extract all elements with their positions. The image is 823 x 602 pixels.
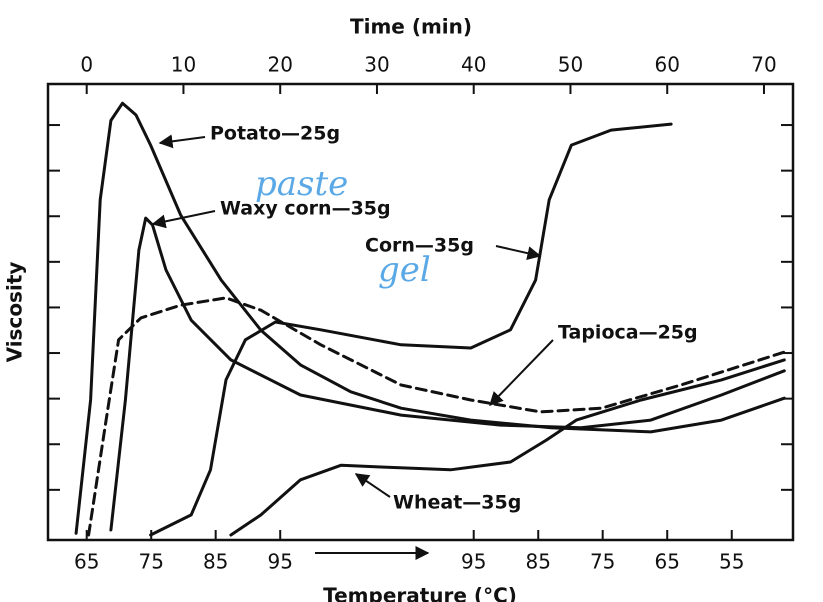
- series-label: Tapioca—25g: [558, 322, 698, 344]
- x-tick-label: 60: [654, 53, 679, 77]
- series-label: Potato—25g: [210, 123, 340, 145]
- handwritten-note: paste: [255, 164, 348, 204]
- x-tick-label: 70: [751, 53, 776, 77]
- x-tick-label: 20: [267, 53, 292, 77]
- series-label: Wheat—35g: [393, 492, 521, 514]
- series-line: [87, 296, 786, 537]
- x2-tick-label: 65: [74, 550, 99, 574]
- x-tick-label: 10: [171, 53, 196, 77]
- x2-tick-label: 95: [461, 550, 486, 574]
- label-arrow: [151, 210, 216, 229]
- label-arrow: [354, 473, 391, 498]
- x2-axis-title: Temperature (°C): [323, 584, 517, 602]
- label-arrow: [158, 134, 206, 149]
- label-arrow: [489, 339, 554, 407]
- x-axis-title: Time (min): [350, 15, 472, 39]
- x-tick-label: 40: [461, 53, 486, 77]
- x2-tick-label: 55: [719, 550, 744, 574]
- series-label: Corn—35g: [365, 235, 474, 257]
- x-tick-label: 50: [558, 53, 583, 77]
- series-line: [149, 122, 673, 537]
- x2-tick-label: 85: [203, 550, 228, 574]
- x2-tick-label: 85: [526, 550, 551, 574]
- label-arrow: [495, 245, 542, 261]
- series-line: [229, 358, 786, 537]
- series-line: [109, 216, 786, 532]
- x2-tick-label: 75: [139, 550, 164, 574]
- x-tick-label: 0: [80, 53, 93, 77]
- x2-tick-label: 75: [590, 550, 615, 574]
- handwritten-note: gel: [378, 250, 431, 290]
- x-tick-label: 30: [364, 53, 389, 77]
- x2-tick-label: 95: [267, 550, 292, 574]
- series-label: Waxy corn—35g: [220, 198, 391, 220]
- plot-frame: [46, 82, 795, 542]
- y-axis-title: Viscosity: [3, 262, 27, 363]
- x2-tick-label: 65: [654, 550, 679, 574]
